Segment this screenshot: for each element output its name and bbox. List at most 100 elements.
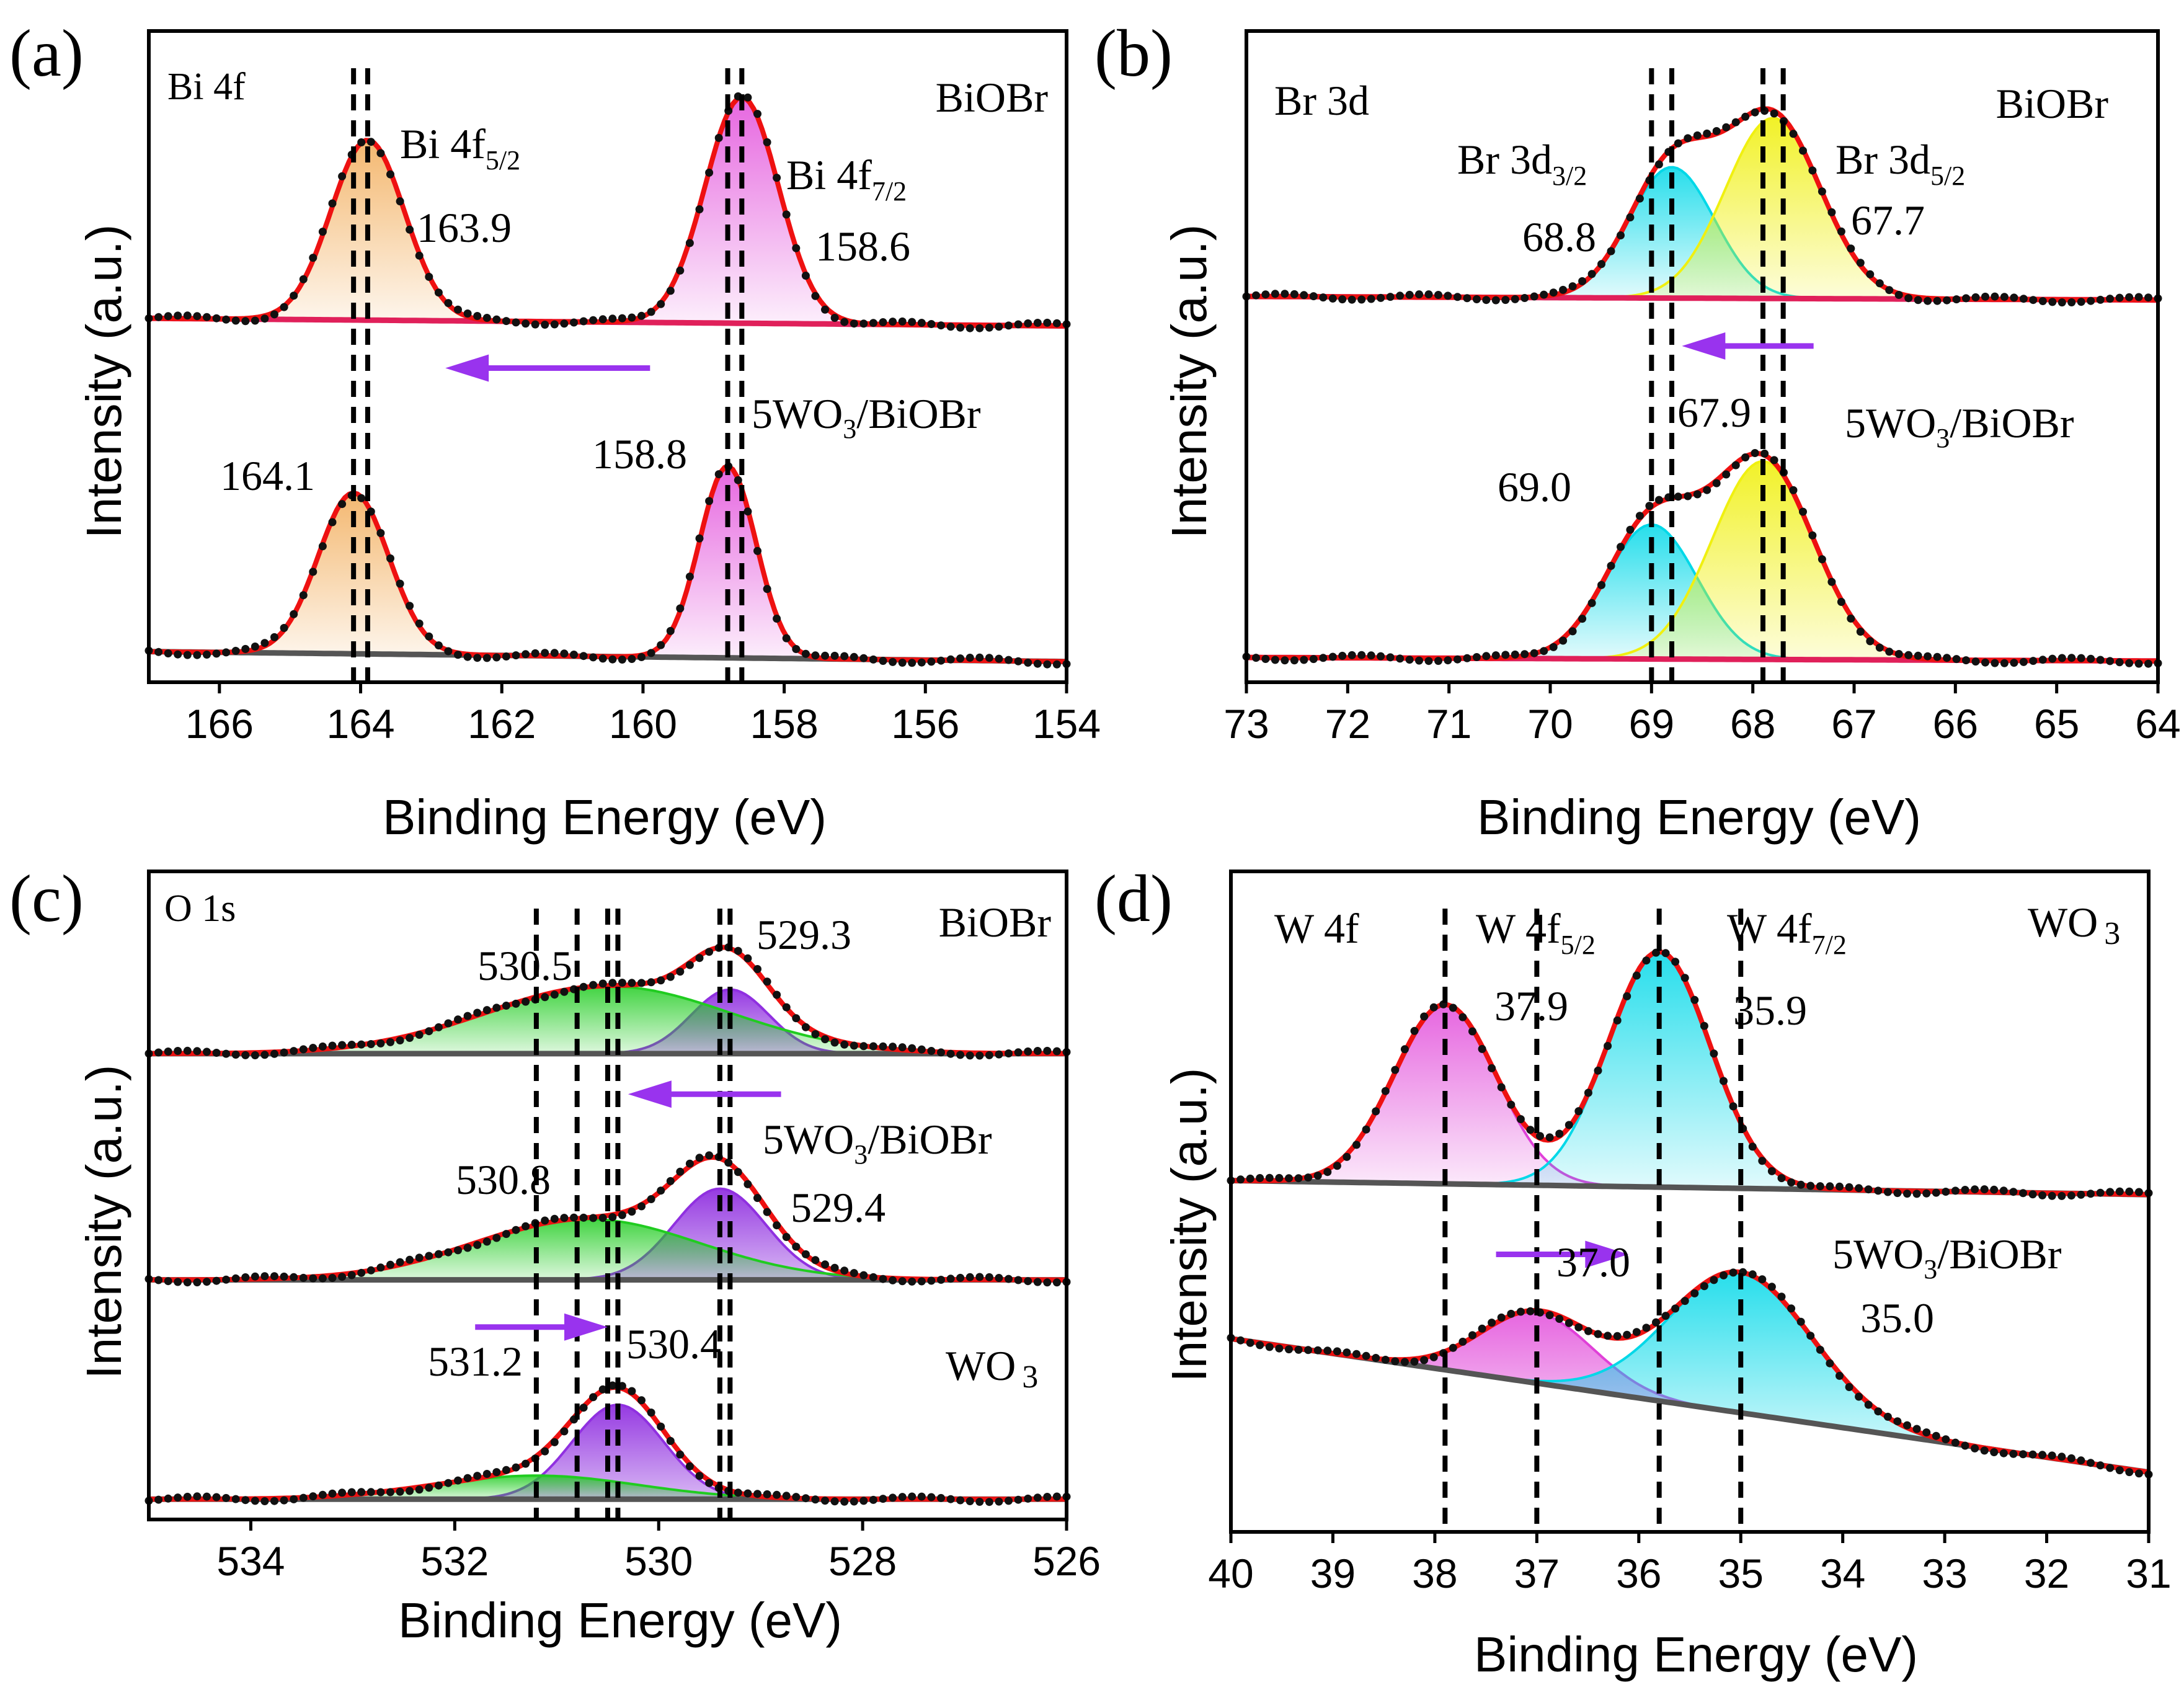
- data-point: [840, 318, 849, 326]
- data-point: [753, 546, 761, 555]
- x-tick-label-c-1: 532: [420, 1538, 489, 1584]
- data-point: [318, 1274, 327, 1283]
- data-point: [1722, 470, 1731, 479]
- data-point: [792, 244, 801, 252]
- data-point: [830, 651, 839, 660]
- data-point: [328, 1489, 337, 1498]
- data-point: [1904, 651, 1913, 659]
- data-point: [1377, 652, 1385, 661]
- data-point: [657, 300, 665, 308]
- data-point: [154, 1276, 163, 1284]
- value-label-b-67-9: 67.9: [1677, 389, 1751, 436]
- data-point: [1285, 1345, 1293, 1354]
- data-point: [1607, 247, 1615, 256]
- sample-label-a-biobr: BiOBr: [936, 74, 1049, 121]
- data-point: [2087, 1459, 2095, 1467]
- data-point: [174, 1047, 182, 1055]
- sample-label-b-5wo3-2: /BiOBr: [1950, 399, 2074, 447]
- data-point: [927, 1276, 936, 1285]
- data-point: [1827, 208, 1836, 216]
- data-point: [985, 1273, 993, 1281]
- data-point: [1275, 1173, 1284, 1182]
- data-point: [473, 1240, 482, 1249]
- x-tick-label-d-2: 38: [1412, 1550, 1457, 1596]
- data-point: [773, 615, 781, 623]
- data-point: [222, 1493, 231, 1502]
- data-point: [869, 1273, 877, 1281]
- data-point: [482, 314, 491, 322]
- data-point: [203, 651, 211, 659]
- data-point: [695, 205, 704, 213]
- data-points-c-2: [144, 1381, 1071, 1506]
- data-point: [1864, 1400, 1873, 1409]
- data-point: [830, 314, 839, 322]
- data-point: [473, 654, 482, 662]
- panel-b: (b) Intensity (a.u.) Binding Energy (eV)…: [1094, 17, 2181, 845]
- data-point: [879, 1042, 887, 1051]
- data-point: [541, 1216, 549, 1225]
- data-point: [1290, 290, 1298, 298]
- data-point: [1555, 1315, 1564, 1323]
- data-point: [212, 314, 221, 323]
- data-point: [290, 610, 298, 618]
- data-point: [657, 1422, 665, 1431]
- data-point: [1770, 109, 1778, 118]
- data-point: [1043, 1493, 1052, 1501]
- data-point: [1933, 296, 1942, 305]
- data-point: [850, 1497, 858, 1506]
- data-point: [1770, 456, 1778, 465]
- data-point: [782, 1003, 791, 1012]
- data-point: [1758, 1275, 1767, 1284]
- data-point: [1642, 1324, 1651, 1332]
- data-point: [1014, 1495, 1023, 1504]
- data-point: [183, 1278, 192, 1287]
- data-point: [1319, 654, 1328, 662]
- data-point: [1617, 543, 1625, 551]
- data-point: [164, 1277, 172, 1286]
- sample-label-c-wo3-sub: 3: [1022, 1359, 1038, 1395]
- data-point: [782, 1492, 791, 1500]
- data-point: [550, 1214, 559, 1223]
- value-label-a-158-8: 158.8: [592, 430, 687, 478]
- data-point: [1415, 656, 1423, 665]
- data-point: [2000, 293, 2009, 301]
- data-point: [869, 655, 877, 664]
- data-point: [550, 320, 559, 329]
- data-point: [1424, 657, 1433, 665]
- data-point: [299, 1493, 308, 1502]
- x-tick-label-b-5: 68: [1730, 701, 1775, 747]
- peak-label-a-bi4f72-sub: 7/2: [872, 176, 907, 207]
- data-point: [1789, 130, 1798, 138]
- data-point: [1478, 1324, 1486, 1333]
- data-point: [1400, 1358, 1409, 1366]
- data-point: [830, 1038, 839, 1047]
- data-point: [1347, 651, 1356, 659]
- data-point: [1478, 1044, 1486, 1053]
- data-point: [1885, 647, 1894, 656]
- data-point: [666, 1436, 675, 1445]
- data-point: [898, 1493, 907, 1501]
- data-point: [2028, 1450, 2037, 1459]
- data-point: [1894, 650, 1903, 658]
- data-point: [1684, 492, 1692, 500]
- data-point: [2038, 1451, 2047, 1459]
- data-point: [347, 1041, 356, 1049]
- data-point: [550, 649, 559, 657]
- panel-a: (a) Intensity (a.u.) Binding Energy (eV)…: [9, 17, 1101, 845]
- data-point: [1343, 1152, 1351, 1161]
- data-point: [1043, 1046, 1052, 1055]
- data-point: [1014, 320, 1023, 329]
- data-point: [1674, 139, 1682, 148]
- data-point: [821, 1260, 829, 1269]
- data-point: [425, 272, 433, 281]
- data-point: [318, 1042, 327, 1051]
- data-point: [1654, 496, 1663, 504]
- data-point: [1434, 291, 1442, 299]
- data-point: [657, 976, 665, 985]
- data-point: [1294, 1345, 1303, 1354]
- shift-arrow-head-a-0: [445, 354, 489, 382]
- data-point: [1052, 319, 1061, 327]
- data-point: [773, 174, 781, 182]
- x-tick-label-b-9: 64: [2135, 701, 2180, 747]
- data-point: [154, 647, 163, 656]
